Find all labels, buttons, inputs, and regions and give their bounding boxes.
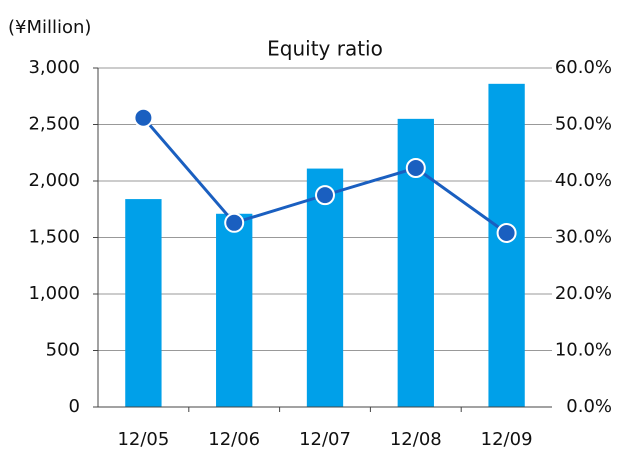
- x-tick-label: 12/07: [299, 429, 351, 450]
- line-marker: [133, 107, 154, 128]
- chart-title: Equity ratio: [267, 37, 383, 61]
- y-tick-label: 2,500: [28, 114, 80, 135]
- bar: [125, 199, 162, 407]
- x-tick-label: 12/05: [117, 429, 169, 450]
- bar: [216, 213, 253, 407]
- line-marker: [496, 222, 517, 243]
- y2-tick-label: 40.0%: [555, 170, 612, 191]
- y-axis-unit: (¥Million): [8, 17, 91, 38]
- x-tick-label: 12/06: [208, 429, 260, 450]
- y-tick-label: 3,000: [28, 57, 80, 78]
- line-marker: [405, 158, 426, 179]
- y2-tick-label: 60.0%: [555, 57, 612, 78]
- y2-tick-label: 50.0%: [555, 114, 612, 135]
- y2-tick-label: 0.0%: [566, 396, 612, 417]
- line-marker: [224, 212, 245, 233]
- y-tick-label: 1,000: [28, 283, 80, 304]
- line-marker: [315, 185, 335, 206]
- x-tick-label: 12/08: [390, 429, 442, 450]
- y-tick-label: 1,500: [28, 227, 80, 248]
- y2-tick-label: 30.0%: [555, 227, 612, 248]
- bar: [488, 83, 525, 407]
- x-tick-label: 12/09: [481, 429, 533, 450]
- y-tick-label: 0: [69, 396, 80, 417]
- y-tick-label: 2,000: [28, 170, 80, 191]
- bar: [306, 168, 344, 407]
- y2-tick-label: 10.0%: [555, 340, 612, 361]
- y-tick-label: 500: [46, 340, 80, 361]
- y2-tick-label: 20.0%: [555, 283, 612, 304]
